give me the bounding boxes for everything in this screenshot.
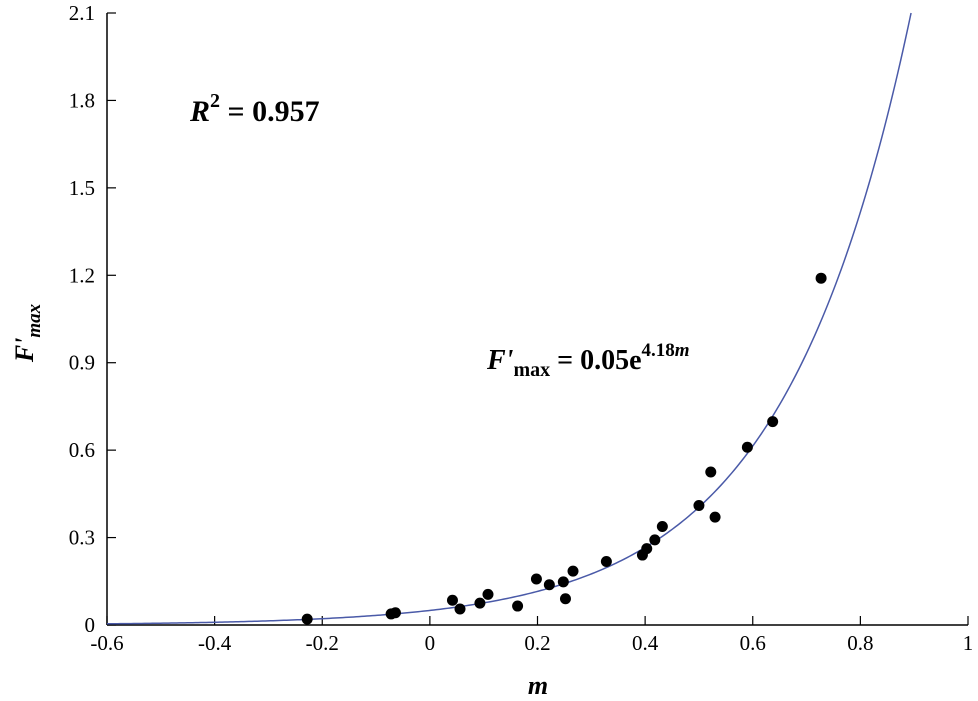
data-point	[482, 588, 494, 600]
fit-equation-annotation: F'max = 0.05e4.18m	[486, 340, 690, 381]
x-tick-label: -0.2	[306, 631, 339, 655]
r-squared-value: = 0.957	[220, 95, 320, 128]
r-squared-superscript: 2	[210, 90, 220, 112]
y-tick-label: 1.5	[69, 176, 95, 200]
data-point	[649, 534, 661, 546]
data-point	[389, 607, 401, 619]
data-point	[557, 576, 569, 588]
data-point	[559, 593, 571, 605]
fit-equation-lhs-subscript: max	[513, 359, 550, 381]
data-point	[567, 565, 579, 577]
data-point	[512, 600, 524, 612]
y-axis-label-sub: max	[24, 303, 45, 337]
fit-equation-exponent-coef: 4.18	[642, 340, 675, 361]
fit-curve	[106, 12, 912, 625]
data-point	[641, 543, 653, 555]
data-point	[301, 613, 313, 625]
data-point	[454, 603, 466, 615]
x-axis-label: m	[528, 671, 548, 700]
r-squared-annotation: R2 = 0.957	[189, 90, 320, 128]
x-tick-label: 0.8	[847, 631, 873, 655]
x-tick-label: -0.4	[198, 631, 232, 655]
data-point	[543, 579, 555, 591]
data-point	[767, 416, 779, 428]
data-point	[600, 555, 612, 567]
data-point	[530, 573, 542, 585]
y-tick-label: 1.2	[69, 263, 95, 287]
fit-equation-exponent-var: m	[675, 340, 690, 361]
y-tick-label: 1.8	[69, 88, 95, 112]
data-point	[741, 441, 753, 453]
y-tick-label: 0.9	[69, 351, 95, 375]
y-tick-label: 0.6	[69, 438, 95, 462]
y-tick-label: 0	[85, 613, 96, 637]
x-tick-label: 0.6	[740, 631, 766, 655]
data-point	[693, 500, 705, 512]
x-tick-label: 0	[425, 631, 436, 655]
fit-equation-rhs: = 0.05e	[550, 345, 641, 376]
x-tick-label: 1	[963, 631, 974, 655]
x-tick-label: 0.4	[632, 631, 659, 655]
fit-equation-lhs: F'	[486, 345, 514, 376]
y-axis-label: F'max	[10, 303, 45, 363]
data-point	[709, 511, 721, 523]
y-tick-label: 0.3	[69, 526, 95, 550]
x-tick-label: 0.2	[524, 631, 550, 655]
x-tick-label: -0.6	[90, 631, 123, 655]
data-point	[705, 466, 717, 478]
y-axis-label-main: F'	[10, 338, 39, 364]
data-point	[446, 594, 458, 606]
data-point	[815, 272, 827, 284]
data-points	[301, 272, 827, 625]
r-squared-symbol: R	[189, 95, 210, 128]
data-point	[656, 520, 668, 532]
data-point	[474, 597, 486, 609]
ticks: -0.6 -0.4 -0.2 0 0.2 0.4 0.6 0.8 1 0 0.3 0.6 0.9 1.2 1…	[69, 1, 974, 655]
y-tick-label: 2.1	[69, 1, 95, 25]
